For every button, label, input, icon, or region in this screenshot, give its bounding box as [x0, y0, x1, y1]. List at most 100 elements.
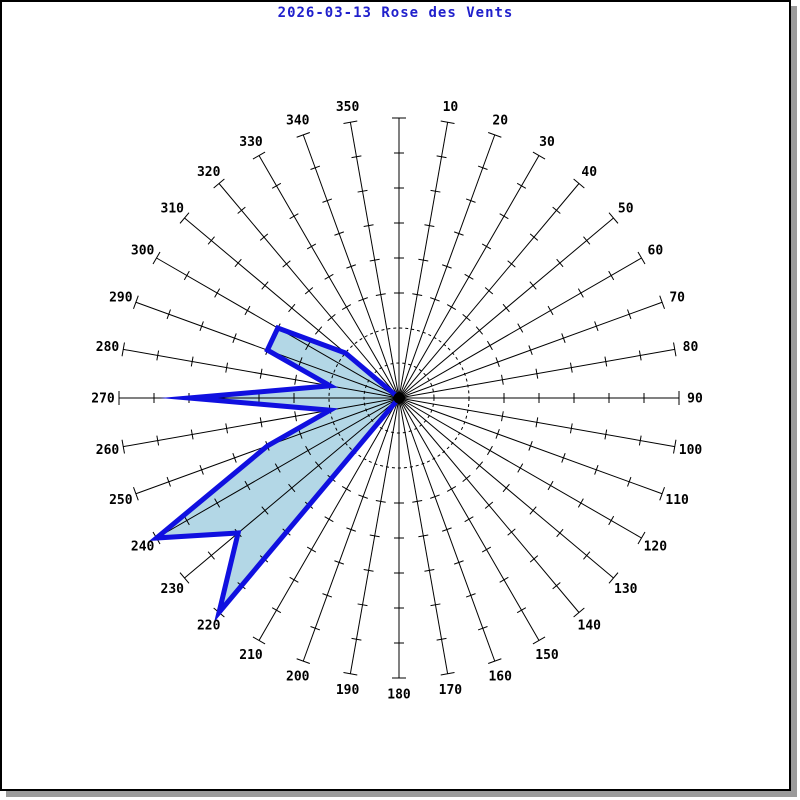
spoke-tick	[424, 568, 435, 572]
angle-label: 30	[539, 135, 555, 150]
spoke-tick	[430, 603, 441, 607]
spoke-tick	[604, 429, 608, 440]
angle-label: 50	[618, 201, 634, 216]
spoke-end-cap	[121, 439, 125, 454]
spoke-tick	[294, 374, 297, 385]
angle-label: 280	[96, 340, 120, 355]
spoke-tick	[166, 309, 171, 320]
spoke-tick	[453, 560, 464, 565]
spoke-end-cap	[488, 132, 502, 138]
spoke-tick	[310, 165, 321, 170]
spoke-tick	[547, 305, 554, 316]
spoke-tick	[346, 264, 356, 269]
angle-label: 340	[286, 113, 310, 128]
spoke-end-cap	[608, 572, 619, 584]
spoke-tick	[358, 297, 368, 302]
spoke-tick	[464, 273, 474, 280]
spoke-end-cap	[296, 132, 310, 138]
spoke-tick	[569, 362, 573, 373]
spoke-tick	[282, 260, 291, 268]
polar-grid	[118, 117, 680, 679]
spoke-tick	[430, 297, 440, 302]
spoke-tick	[529, 281, 537, 290]
spoke-tick	[183, 515, 190, 526]
spoke-tick	[304, 287, 314, 295]
spoke-tick	[334, 231, 345, 236]
spoke-tick	[535, 417, 539, 428]
radial-gridline-circle	[328, 327, 470, 469]
spoke-tick	[561, 452, 566, 463]
spoke-tick	[207, 236, 215, 245]
spoke-tick	[288, 303, 296, 313]
spoke-tick	[486, 340, 493, 351]
spoke-end-cap	[133, 295, 139, 309]
angle-label: 60	[648, 244, 664, 259]
spoke-end-cap	[659, 295, 665, 309]
angle-label: 80	[683, 340, 699, 355]
spoke-tick	[259, 417, 263, 428]
radial-gridline-circle	[363, 362, 435, 434]
spoke-tick	[462, 474, 471, 483]
spoke-tick	[232, 333, 237, 344]
spoke-tick	[351, 155, 362, 159]
spoke-tick	[298, 429, 303, 439]
spoke-tick	[604, 356, 608, 367]
spoke-tick	[412, 293, 423, 296]
spoke-end-cap	[121, 342, 125, 357]
angle-label: 90	[687, 392, 703, 407]
spoke-tick	[499, 213, 509, 220]
spoke-tick	[484, 287, 494, 295]
angle-label: 170	[439, 683, 463, 698]
spoke-tick	[369, 258, 380, 262]
spoke-tick	[481, 546, 492, 553]
spoke-tick	[477, 165, 488, 170]
spoke-tick	[552, 206, 561, 214]
spoke-tick	[529, 506, 537, 515]
angle-label: 110	[665, 493, 689, 508]
spoke-end-cap	[252, 151, 266, 160]
spoke-tick	[442, 527, 452, 532]
angle-label: 70	[669, 290, 685, 305]
angle-label: 250	[109, 493, 133, 508]
spoke-tick	[358, 494, 368, 499]
spoke-tick	[306, 546, 317, 553]
spoke-end-cap	[343, 672, 358, 676]
angle-label: 220	[197, 618, 221, 633]
spoke-tick	[305, 340, 312, 351]
spoke-tick	[375, 500, 386, 503]
spoke-end-cap	[213, 178, 225, 189]
spoke-tick	[556, 528, 564, 538]
spoke-tick	[475, 461, 484, 470]
spoke-tick	[214, 288, 221, 298]
spoke-tick	[502, 483, 510, 493]
spoke-end-cap	[179, 572, 190, 584]
spoke-tick	[327, 313, 336, 322]
spoke-tick	[418, 258, 429, 262]
spoke-tick	[310, 626, 321, 631]
spoke-tick	[517, 463, 524, 473]
angle-label: 310	[161, 201, 185, 216]
angle-label: 270	[91, 392, 115, 407]
spoke-end-cap	[133, 487, 139, 501]
spoke-tick	[501, 374, 504, 385]
spoke-tick	[529, 555, 539, 563]
angle-label: 350	[336, 100, 360, 115]
spoke-tick	[261, 281, 269, 290]
spoke-tick	[334, 560, 345, 565]
spoke-tick	[183, 270, 190, 281]
spoke-tick	[234, 258, 242, 268]
spoke-end-cap	[673, 342, 677, 357]
spoke-tick	[577, 498, 584, 508]
spoke-tick	[528, 345, 533, 355]
spoke-tick	[314, 461, 323, 470]
spoke-end-cap	[608, 212, 619, 224]
spoke-tick	[289, 213, 299, 220]
spoke-tick	[561, 333, 566, 344]
spoke-tick	[214, 498, 221, 508]
spoke-tick	[529, 233, 539, 241]
spoke-tick	[375, 293, 386, 296]
spoke-tick	[199, 321, 204, 332]
spoke-tick	[244, 305, 251, 316]
spoke-end-cap	[573, 607, 585, 618]
angle-label: 240	[131, 540, 155, 555]
